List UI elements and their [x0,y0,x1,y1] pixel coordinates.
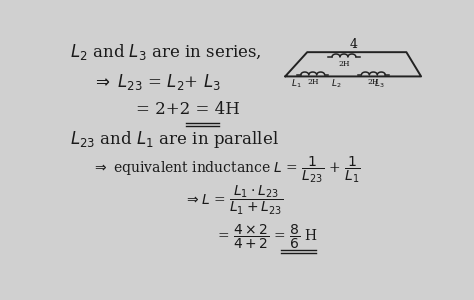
Text: 2H: 2H [338,60,350,68]
Text: $\Rightarrow L$ = $\dfrac{L_1 \cdot L_{23}}{L_1+L_{23}}$: $\Rightarrow L$ = $\dfrac{L_1 \cdot L_{2… [184,183,283,217]
Text: 2H: 2H [307,78,319,86]
Text: $L_2$: $L_2$ [331,77,342,90]
Text: = 2+2 = 4H: = 2+2 = 4H [137,101,240,118]
Text: $\Rightarrow$ equivalent inductance $L$ = $\dfrac{1}{L_{23}}$ + $\dfrac{1}{L_1}$: $\Rightarrow$ equivalent inductance $L$ … [92,154,361,185]
Text: = $\dfrac{4\times2}{4+2}$ = $\dfrac{8}{6}$ H: = $\dfrac{4\times2}{4+2}$ = $\dfrac{8}{6… [217,223,319,251]
Text: $L_{23}$ and $L_1$ are in parallel: $L_{23}$ and $L_1$ are in parallel [70,129,279,150]
Text: $L_1$: $L_1$ [291,77,301,90]
Text: 2H: 2H [367,78,379,86]
Text: $\Rightarrow$ $L_{23}$ = $L_2$+ $L_3$: $\Rightarrow$ $L_{23}$ = $L_2$+ $L_3$ [92,72,221,92]
Text: $L_3$: $L_3$ [374,77,384,90]
Text: 4: 4 [349,38,357,51]
Text: $L_2$ and $L_3$ are in series,: $L_2$ and $L_3$ are in series, [70,42,262,62]
